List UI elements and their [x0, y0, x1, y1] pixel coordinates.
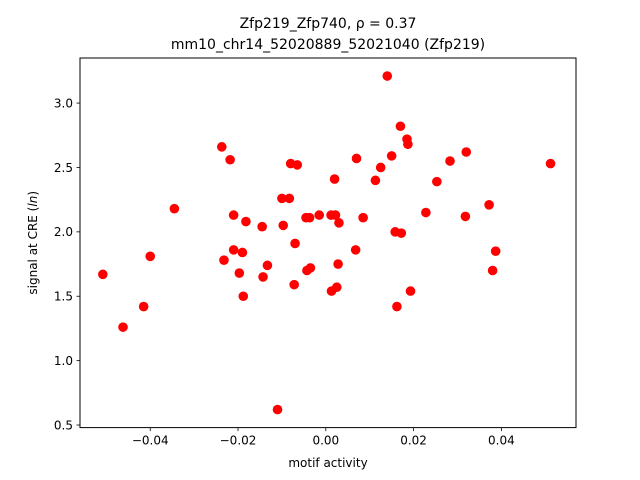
- y-axis-label: signal at CRE (ln): [26, 191, 40, 295]
- data-point: [382, 71, 393, 81]
- y-tick-label: 1.5: [54, 290, 73, 304]
- data-point: [331, 282, 342, 293]
- data-point: [241, 216, 251, 227]
- data-point: [272, 404, 283, 415]
- data-point: [290, 238, 300, 249]
- data-point: [314, 210, 325, 220]
- data-point: [545, 158, 556, 169]
- data-point: [461, 147, 472, 157]
- data-point: [490, 246, 501, 256]
- data-point: [329, 174, 340, 184]
- data-point: [445, 156, 455, 166]
- data-point: [258, 272, 268, 282]
- data-point: [350, 245, 361, 255]
- data-point: [386, 151, 397, 161]
- x-tick-label: −0.02: [220, 434, 257, 448]
- data-point: [289, 279, 300, 290]
- data-point: [138, 301, 149, 312]
- data-point: [169, 203, 180, 214]
- data-point: [351, 153, 362, 164]
- plot-frame: [79, 57, 577, 429]
- y-tick-label: 2.0: [54, 225, 73, 239]
- data-point: [460, 211, 471, 222]
- data-point: [358, 212, 368, 223]
- y-axis-label-suffix: ): [26, 191, 40, 196]
- data-point: [257, 221, 267, 232]
- data-point: [228, 245, 239, 255]
- data-point: [292, 160, 303, 170]
- data-point: [484, 200, 494, 210]
- data-point: [334, 218, 344, 228]
- y-axis-label-prefix: signal at CRE (: [26, 207, 40, 295]
- x-tick-label: 0.00: [312, 434, 339, 448]
- data-point: [225, 154, 235, 165]
- x-tick-label: 0.02: [400, 434, 427, 448]
- data-point: [145, 251, 156, 262]
- data-point: [237, 247, 248, 258]
- data-point: [234, 268, 245, 278]
- data-point: [375, 162, 386, 173]
- x-tick-label: 0.04: [488, 434, 515, 448]
- x-axis-label: motif activity: [288, 456, 367, 470]
- data-point: [118, 322, 128, 332]
- y-axis-label-variable: ln: [26, 196, 40, 207]
- data-point: [278, 220, 289, 231]
- data-point: [305, 263, 316, 273]
- data-point: [98, 269, 108, 280]
- data-point: [403, 139, 413, 150]
- data-point: [396, 228, 407, 238]
- chart-title-line2: mm10_chr14_52020889_52021040 (Zfp219): [171, 37, 485, 53]
- x-tick-label: −0.04: [132, 434, 169, 448]
- data-point: [284, 193, 295, 204]
- data-point: [277, 193, 287, 204]
- data-point: [262, 260, 273, 271]
- data-point: [330, 210, 341, 220]
- y-tick-label: 2.5: [54, 161, 73, 175]
- data-point: [238, 291, 249, 302]
- data-point: [216, 142, 227, 152]
- y-tick-label: 0.5: [54, 418, 73, 432]
- data-point: [487, 265, 498, 276]
- data-point: [405, 286, 416, 296]
- data-point: [333, 259, 343, 269]
- x-axis: −0.04 −0.02 0.00 0.02 0.04: [132, 427, 515, 448]
- chart-title-line1: Zfp219_Zfp740, ρ = 0.37: [240, 16, 417, 32]
- data-point: [421, 207, 431, 218]
- data-point: [304, 212, 315, 223]
- y-tick-label: 1.0: [54, 354, 73, 368]
- data-point: [370, 175, 381, 186]
- data-point: [219, 255, 229, 265]
- points-layer: [98, 71, 556, 415]
- data-point: [395, 121, 406, 132]
- y-tick-label: 3.0: [54, 96, 73, 110]
- data-point: [228, 210, 239, 220]
- data-point: [432, 176, 442, 187]
- data-point: [392, 301, 402, 312]
- y-axis: 0.5 1.0 1.5 2.0 2.5 3.0: [54, 96, 80, 432]
